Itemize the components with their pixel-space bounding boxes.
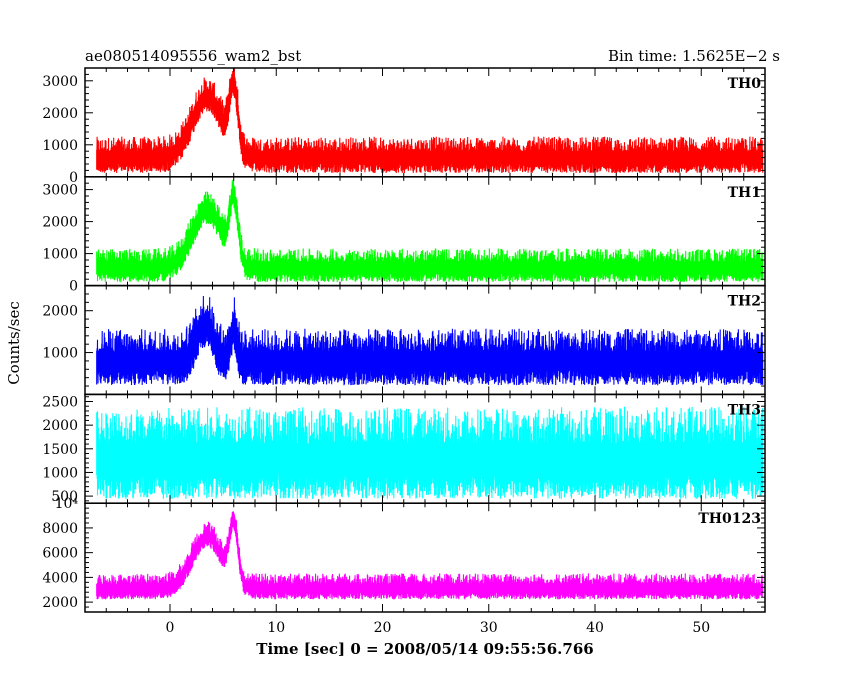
series-th2-line	[96, 295, 764, 386]
y-tick-label: 2000	[42, 304, 78, 320]
panel-label: TH3	[728, 402, 761, 418]
y-axis-label: Counts/sec	[5, 301, 23, 385]
y-tick-label: 2000	[42, 595, 78, 611]
y-tick-label: 2000	[42, 106, 78, 122]
y-tick-label: 3000	[42, 183, 78, 199]
x-tick-label: 50	[692, 620, 710, 636]
x-tick-label: 10	[267, 620, 285, 636]
y-tick-label: 3000	[42, 74, 78, 90]
y-tick-label: 500	[51, 489, 78, 505]
panel-label: TH0123	[698, 511, 761, 527]
panel-th1: 0 1000 2000 3000 TH1	[42, 176, 766, 295]
series-th1-line	[96, 179, 764, 283]
panel-label: TH2	[728, 294, 761, 310]
y-tick-label: 1000	[42, 247, 78, 263]
y-tick-label: 10⁴	[55, 496, 79, 512]
y-tick-label: 0	[69, 279, 78, 295]
y-tick-label: 1000	[42, 465, 78, 481]
x-tick-label: 30	[480, 620, 498, 636]
y-tick-label: 1500	[42, 442, 78, 458]
y-tick-label: 6000	[42, 546, 78, 562]
y-tick-label: 2000	[42, 215, 78, 231]
x-tick-label: 0	[166, 620, 175, 636]
x-axis-label: Time [sec] 0 = 2008/05/14 09:55:56.766	[256, 640, 593, 658]
y-tick-label: 0	[69, 170, 78, 186]
panel-th3: 500 1000 1500 2000 2500 TH3	[42, 393, 766, 505]
series-th0123-line	[96, 511, 764, 600]
series-th0-line	[96, 68, 764, 174]
panel-th0123: 2000 4000 6000 8000 10⁴ TH0123 0 10 20 30 40 50	[42, 496, 766, 636]
x-tick-label: 20	[374, 620, 392, 636]
y-tick-label: 1000	[42, 138, 78, 154]
y-tick-label: 1000	[42, 346, 78, 362]
bin-time-label: Bin time: 1.5625E−2 s	[608, 47, 780, 65]
x-tick-label: 40	[586, 620, 604, 636]
series-th3-line	[96, 406, 764, 499]
y-tick-label: 2000	[42, 418, 78, 434]
chart-title: ae080514095556_wam2_bst	[85, 47, 301, 65]
panel-th2: 1000 2000 TH2	[42, 284, 766, 396]
y-tick-label: 2500	[42, 394, 78, 410]
y-tick-label: 4000	[42, 570, 78, 586]
y-tick-label: 8000	[42, 521, 78, 537]
panel-label: TH0	[728, 76, 762, 92]
panel-label: TH1	[728, 185, 761, 201]
panel-th0: 0 1000 2000 3000 TH0	[42, 67, 766, 186]
